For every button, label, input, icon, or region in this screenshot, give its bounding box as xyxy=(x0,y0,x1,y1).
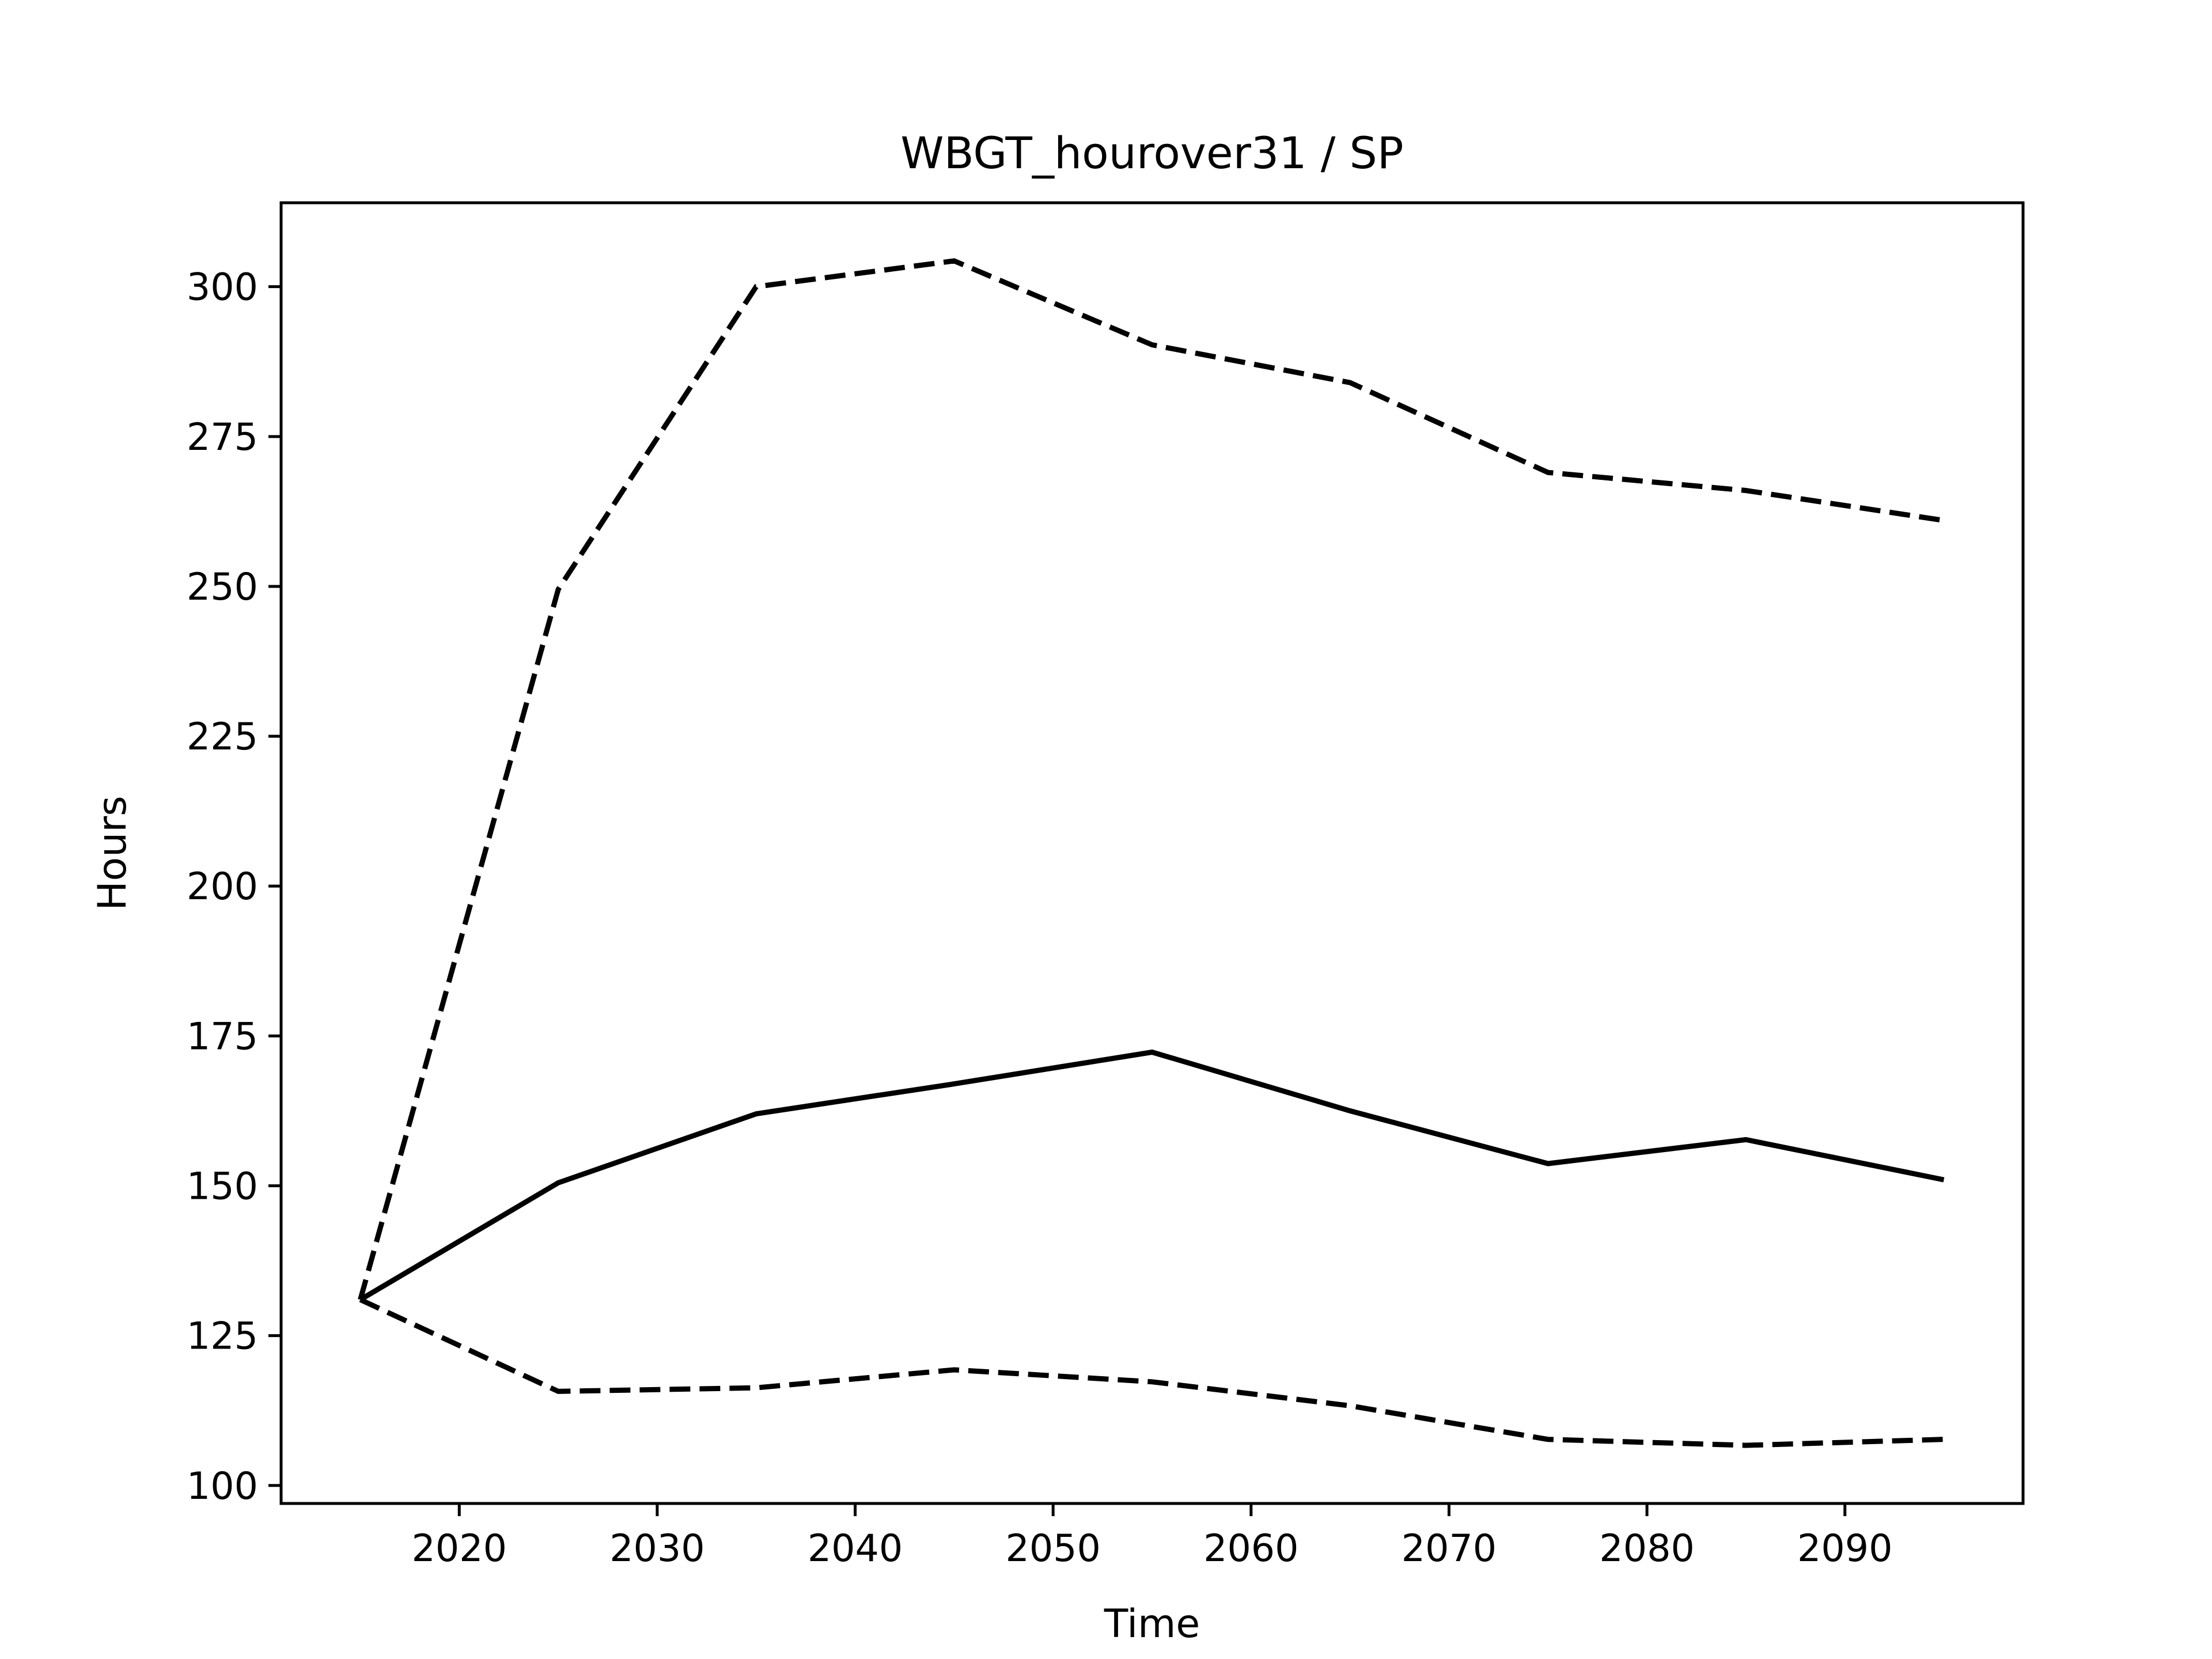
y-tick-label: 175 xyxy=(187,1015,258,1058)
x-tick-label: 2060 xyxy=(1203,1527,1298,1570)
y-tick-label: 150 xyxy=(187,1165,258,1209)
x-tick-label: 2030 xyxy=(609,1527,704,1570)
y-axis-label: Hours xyxy=(90,796,135,910)
x-tick-label: 2020 xyxy=(412,1527,507,1570)
x-axis-label: Time xyxy=(1104,1601,1200,1647)
chart-title: WBGT_hourover31 / SP xyxy=(900,127,1403,179)
y-axis-ticks: 100 125 150 175 200 225 250 275 300 xyxy=(187,266,281,1508)
y-tick-label: 275 xyxy=(187,416,258,459)
x-tick-label: 2040 xyxy=(808,1527,903,1570)
series-line-3 xyxy=(359,1297,1944,1448)
y-tick-label: 225 xyxy=(187,715,258,759)
x-tick-label: 2050 xyxy=(1005,1527,1100,1570)
series-line-1 xyxy=(359,1049,1945,1302)
y-tick-label: 250 xyxy=(187,566,258,609)
series-layer xyxy=(358,258,1945,1448)
y-tick-label: 200 xyxy=(187,865,258,908)
x-tick-label: 2070 xyxy=(1402,1527,1497,1570)
x-axis-ticks: 2020 2030 2040 2050 2060 2070 2080 2090 xyxy=(412,1503,1892,1570)
series-line-2 xyxy=(358,258,1945,1301)
y-tick-label: 100 xyxy=(187,1465,258,1508)
plot-area-frame xyxy=(279,201,2025,1505)
y-tick-label: 300 xyxy=(187,266,258,309)
x-tick-label: 2090 xyxy=(1797,1527,1892,1570)
x-tick-label: 2080 xyxy=(1599,1527,1694,1570)
y-tick-label: 125 xyxy=(187,1315,258,1358)
